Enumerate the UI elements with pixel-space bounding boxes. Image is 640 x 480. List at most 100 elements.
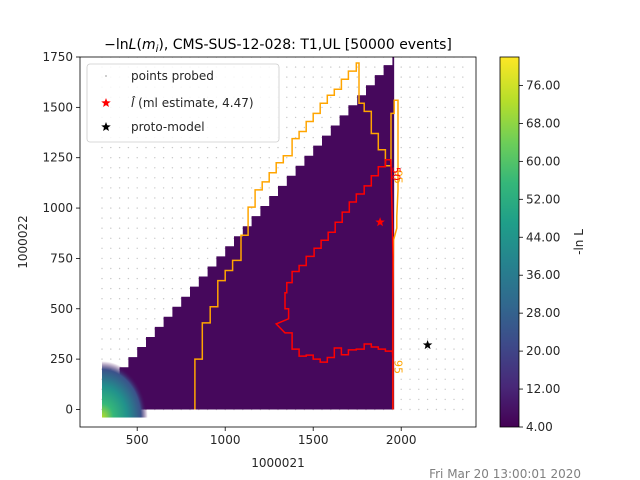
legend-proto-model: proto-model bbox=[131, 120, 205, 134]
probe-point bbox=[118, 157, 121, 159]
probe-point bbox=[250, 167, 253, 169]
probe-point bbox=[171, 187, 174, 189]
probe-point bbox=[154, 257, 156, 260]
probe-point bbox=[400, 348, 402, 350]
probe-point bbox=[312, 76, 314, 78]
probe-point bbox=[189, 146, 191, 149]
probe-point bbox=[233, 207, 235, 209]
probe-point bbox=[145, 237, 147, 239]
probe-point bbox=[127, 177, 130, 179]
probe-point bbox=[462, 348, 464, 350]
probe-point bbox=[145, 318, 147, 320]
probe-point bbox=[118, 267, 121, 270]
probe-point bbox=[435, 126, 438, 129]
probe-point bbox=[426, 96, 429, 99]
probe-point bbox=[286, 146, 288, 149]
probe-point bbox=[250, 187, 253, 189]
probe-point bbox=[171, 217, 174, 219]
probe-point bbox=[101, 157, 103, 159]
probe-point bbox=[136, 227, 138, 229]
probe-point bbox=[162, 298, 165, 300]
probe-point bbox=[418, 257, 420, 260]
probe-point bbox=[127, 277, 130, 280]
probe-point bbox=[206, 146, 209, 149]
probe-point bbox=[154, 197, 156, 199]
probe-point bbox=[444, 348, 446, 350]
probe-point bbox=[101, 227, 103, 229]
probe-point bbox=[101, 167, 103, 169]
probe-point bbox=[303, 136, 306, 139]
probe-point bbox=[321, 106, 323, 109]
probe-point bbox=[400, 338, 402, 340]
probe-point bbox=[444, 106, 446, 109]
probe-point bbox=[110, 298, 112, 300]
y-tick-label: 1500 bbox=[42, 100, 73, 114]
probe-point bbox=[462, 328, 464, 330]
probe-point bbox=[136, 207, 138, 209]
probe-point bbox=[409, 388, 411, 390]
probe-point bbox=[110, 177, 112, 179]
probe-point bbox=[215, 247, 218, 249]
probe-point bbox=[347, 66, 350, 68]
probe-point bbox=[426, 338, 429, 340]
probe-point bbox=[110, 277, 112, 280]
colorbar-tick-label: 20.00 bbox=[526, 344, 560, 358]
probe-point bbox=[136, 277, 138, 280]
probe-point bbox=[426, 106, 429, 109]
probe-point bbox=[435, 257, 438, 260]
probe-point bbox=[101, 348, 103, 350]
probe-point bbox=[154, 177, 156, 179]
probe-point bbox=[294, 106, 297, 109]
colorbar-tick-label: 60.00 bbox=[526, 154, 560, 168]
probe-point bbox=[453, 197, 455, 199]
probe-point bbox=[400, 177, 402, 179]
probe-point bbox=[145, 177, 147, 179]
probe-point bbox=[409, 398, 411, 401]
probe-point bbox=[453, 207, 455, 209]
chart-title: −lnL(mi), CMS-SUS-12-028: T1,UL [50000 e… bbox=[104, 37, 452, 55]
probe-point bbox=[435, 247, 438, 249]
probe-point bbox=[321, 116, 323, 119]
probe-point bbox=[400, 237, 402, 239]
probe-point bbox=[400, 398, 402, 401]
contour-label-50: 50 bbox=[389, 167, 402, 181]
probe-point bbox=[224, 217, 226, 219]
probe-point bbox=[444, 408, 446, 411]
probe-point bbox=[198, 237, 200, 239]
probe-point bbox=[418, 146, 420, 149]
probe-point bbox=[418, 237, 420, 239]
probe-point bbox=[356, 86, 358, 88]
probe-point bbox=[435, 116, 438, 119]
probe-point bbox=[435, 66, 438, 68]
probe-point bbox=[426, 116, 429, 119]
probe-point bbox=[444, 167, 446, 169]
probe-point bbox=[435, 277, 438, 280]
probe-point bbox=[118, 237, 121, 239]
probe-point bbox=[136, 197, 138, 199]
colorbar-label: -ln L bbox=[572, 229, 586, 255]
y-tick-label: 1000 bbox=[42, 201, 73, 215]
probe-point bbox=[321, 76, 323, 78]
probe-point bbox=[418, 96, 420, 99]
probe-point bbox=[101, 298, 103, 300]
probe-point bbox=[409, 157, 411, 159]
probe-point bbox=[127, 207, 130, 209]
probe-point bbox=[233, 157, 235, 159]
probe-point bbox=[303, 106, 306, 109]
probe-point bbox=[118, 298, 121, 300]
probe-point bbox=[453, 167, 455, 169]
probe-point bbox=[101, 267, 103, 270]
probe-point bbox=[233, 227, 235, 229]
probe-point bbox=[180, 217, 182, 219]
probe-point bbox=[453, 338, 455, 340]
probe-point bbox=[444, 388, 446, 390]
probe-point bbox=[409, 116, 411, 119]
probe-point bbox=[198, 146, 200, 149]
probe-point bbox=[110, 227, 112, 229]
probe-point bbox=[453, 66, 455, 68]
probe-point bbox=[286, 66, 288, 68]
probe-point bbox=[453, 126, 455, 129]
probe-point bbox=[110, 348, 112, 350]
probe-point bbox=[435, 146, 438, 149]
probe-point bbox=[426, 267, 429, 270]
